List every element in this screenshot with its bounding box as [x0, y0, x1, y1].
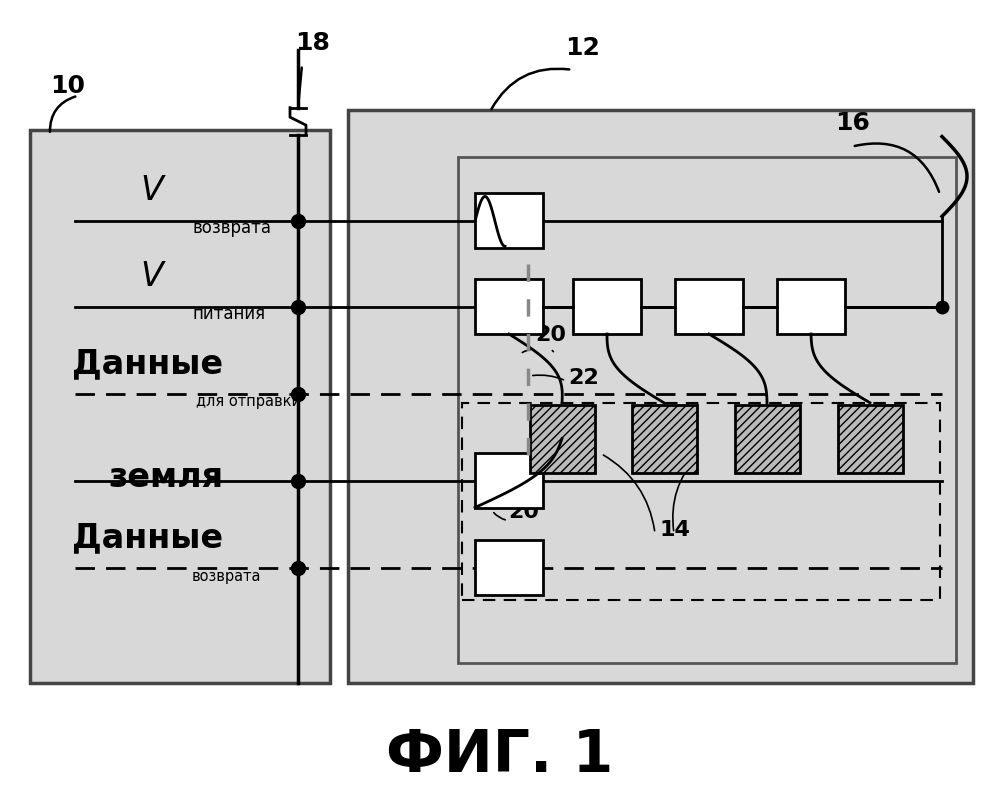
Text: для отправки: для отправки: [196, 394, 301, 409]
Bar: [675, 279, 743, 334]
Text: ФИГ. 1: ФИГ. 1: [386, 727, 614, 784]
Text: Данные: Данные: [72, 347, 223, 380]
Text: 20: 20: [535, 325, 566, 345]
Text: 20: 20: [508, 502, 539, 523]
Text: 10: 10: [50, 74, 85, 97]
Bar: [735, 405, 800, 473]
Bar: [573, 279, 641, 334]
Bar: [348, 109, 973, 683]
Text: Данные: Данные: [72, 521, 223, 554]
Bar: [30, 130, 330, 683]
Text: земля: земля: [108, 461, 223, 494]
Bar: [475, 453, 543, 508]
Bar: [475, 279, 543, 334]
Text: питания: питания: [192, 305, 265, 323]
Bar: [475, 540, 543, 596]
Text: 12: 12: [565, 36, 600, 60]
Bar: [458, 157, 956, 663]
Text: 18: 18: [295, 31, 330, 55]
Text: 14: 14: [660, 520, 691, 540]
Text: V: V: [141, 174, 163, 208]
Bar: [632, 405, 697, 473]
Bar: [530, 405, 595, 473]
Bar: [838, 405, 903, 473]
Text: 22: 22: [568, 367, 599, 388]
Text: возврата: возврата: [192, 219, 271, 238]
Text: 16: 16: [835, 111, 870, 135]
Text: возврата: возврата: [192, 569, 262, 584]
Bar: [462, 403, 940, 600]
Bar: [475, 193, 543, 248]
Bar: [777, 279, 845, 334]
Text: V: V: [141, 260, 163, 293]
